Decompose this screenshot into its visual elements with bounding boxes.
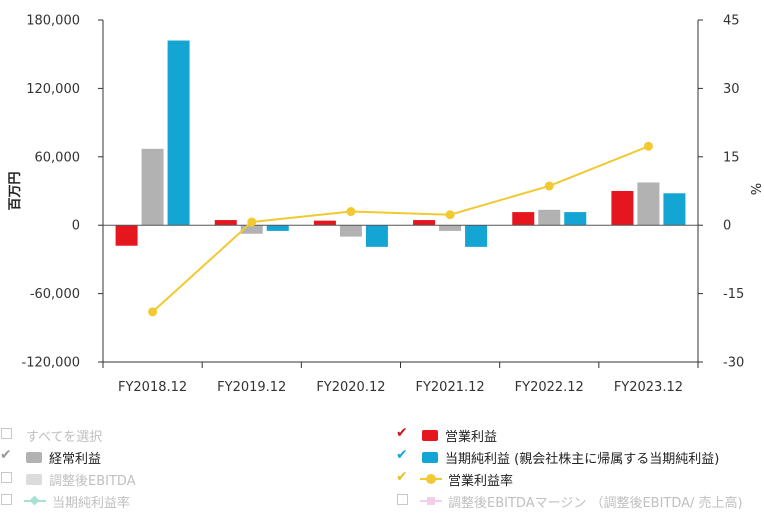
bar: [115, 225, 138, 246]
checkbox[interactable]: [0, 492, 18, 510]
chart-legend: すべてを選択 ✔ 営業利益 ✔ 経常利益 ✔ 当期純利益 (親会社株主に帰属する…: [0, 420, 764, 513]
checkbox[interactable]: [0, 470, 18, 488]
legend-label: 調整後EBITDA: [49, 473, 136, 489]
line-point: [148, 307, 158, 317]
bar: [611, 191, 634, 226]
legend-item-net-margin[interactable]: 当期純利益率: [0, 491, 130, 511]
x-tick-label: FY2019.12: [217, 380, 286, 395]
y-tick-label: 120,000: [26, 82, 80, 97]
legend-swatch: [26, 473, 42, 485]
bar: [266, 225, 289, 231]
legend-label: すべてを選択: [26, 429, 103, 445]
y-right-tick-label: -15: [723, 287, 744, 302]
legend-label: 調整後EBITDAマージン （調整後EBITDA/ 売上高): [448, 495, 743, 511]
chart: 180,000 120,000 60,000 0 -60,000 -120,000 45 30…: [8, 14, 762, 396]
checkbox[interactable]: [0, 426, 18, 444]
y-tick-label: 60,000: [35, 150, 81, 165]
legend-label: 当期純利益 (親会社株主に帰属する当期純利益): [445, 451, 720, 467]
x-tick-label: FY2022.12: [515, 380, 584, 395]
legend-item-adjusted-ebitda[interactable]: 調整後EBITDA: [0, 469, 136, 489]
bar: [637, 182, 660, 226]
legend-swatch: [422, 451, 438, 463]
y-right-tick-label: 15: [723, 150, 740, 165]
checkmark-icon[interactable]: ✔: [0, 447, 12, 463]
line-point: [643, 141, 653, 151]
line-point: [445, 210, 455, 220]
bar: [538, 209, 561, 226]
legend-line-diamond-swatch: [24, 495, 46, 507]
bar: [141, 148, 164, 226]
checkmark-icon[interactable]: ✔: [396, 447, 408, 463]
bar: [663, 193, 686, 226]
x-tick-label: FY2020.12: [316, 380, 385, 395]
line-point: [247, 217, 257, 227]
legend-label: 経常利益: [49, 451, 102, 467]
checkmark-icon[interactable]: ✔: [396, 425, 408, 441]
bar: [240, 225, 263, 234]
x-tick-label: FY2023.12: [614, 380, 683, 395]
legend-swatch: [26, 451, 42, 463]
x-tick-label: FY2021.12: [415, 380, 484, 395]
bar: [413, 220, 436, 226]
y-right-tick-label: 45: [723, 14, 740, 29]
bar: [564, 212, 587, 226]
legend-item-net-income[interactable]: ✔ 当期純利益 (親会社株主に帰属する当期純利益): [396, 447, 719, 467]
legend-item-operating-margin[interactable]: ✔ 営業利益率: [396, 469, 513, 489]
line-point: [544, 181, 554, 191]
y-tick-label: -120,000: [22, 356, 80, 371]
y-right-axis-title: %: [747, 183, 762, 195]
bar: [465, 225, 488, 247]
legend-item-ordinary-profit[interactable]: ✔ 経常利益: [0, 447, 101, 467]
bar: [313, 220, 336, 226]
legend-line-dot-swatch: [420, 473, 442, 485]
legend-label: 当期純利益率: [52, 495, 131, 511]
legend-line-square-swatch: [420, 495, 442, 507]
y-tick-label: 0: [72, 219, 80, 234]
bar: [167, 40, 190, 226]
bar: [339, 225, 362, 237]
checkbox[interactable]: [396, 492, 414, 510]
legend-item-select-all[interactable]: すべてを選択: [0, 425, 102, 445]
checkmark-icon[interactable]: ✔: [396, 469, 408, 485]
y-tick-label: 180,000: [26, 14, 80, 29]
legend-item-operating-profit[interactable]: ✔ 営業利益: [396, 425, 497, 445]
legend-swatch: [422, 429, 438, 441]
series-line: [151, 145, 649, 313]
y-axis-title: 百万円: [8, 171, 23, 210]
legend-item-ebitda-margin[interactable]: 調整後EBITDAマージン （調整後EBITDA/ 売上高): [396, 491, 743, 511]
y-right-tick-label: 0: [723, 219, 731, 234]
bar: [512, 212, 535, 226]
y-right-tick-label: 30: [723, 82, 740, 97]
bar: [365, 225, 388, 247]
y-right-tick-label: -30: [723, 356, 744, 371]
bar: [439, 225, 462, 231]
y-tick-label: -60,000: [30, 287, 80, 302]
legend-label: 営業利益率: [448, 473, 514, 489]
line-point: [346, 207, 356, 217]
bar: [214, 220, 237, 226]
x-tick-label: FY2018.12: [118, 380, 187, 395]
legend-label: 営業利益: [445, 429, 498, 445]
